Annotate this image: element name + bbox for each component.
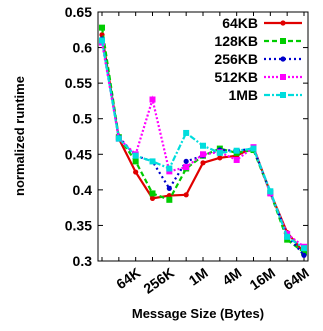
data-point (99, 37, 105, 44)
y-tick-label: 0.55 (65, 75, 92, 91)
data-point (200, 142, 206, 149)
y-axis-title: normalized runtime (12, 76, 27, 196)
legend-label: 128KB (214, 33, 258, 49)
data-point (183, 158, 189, 164)
data-point (149, 190, 156, 197)
data-point (280, 74, 286, 80)
data-point (200, 151, 206, 158)
data-point (284, 233, 291, 240)
x-tick-label: 64K (113, 264, 143, 292)
data-point (166, 185, 172, 192)
legend-item: 512KB (214, 69, 302, 85)
data-point (149, 158, 156, 165)
plot-frame (97, 11, 309, 262)
data-point (233, 147, 240, 154)
y-tick-label: 0.65 (65, 4, 92, 20)
data-point (280, 56, 286, 62)
legend-item: 256KB (214, 51, 302, 67)
data-point (267, 188, 274, 195)
data-point (99, 24, 105, 31)
data-point (166, 165, 173, 172)
data-point (166, 196, 173, 203)
data-point (301, 252, 307, 258)
x-tick-label: 4M (219, 264, 244, 288)
y-tick-label: 0.45 (65, 146, 92, 162)
x-tick-label: 256K (140, 264, 177, 296)
y-tick-label: 0.5 (73, 111, 93, 127)
data-point (132, 158, 139, 165)
data-point (280, 92, 286, 98)
data-point (149, 195, 156, 201)
y-tick-label: 0.6 (73, 40, 93, 56)
data-point (301, 249, 307, 256)
data-point (217, 155, 223, 161)
data-point (280, 20, 286, 26)
data-point (115, 135, 122, 142)
x-axis-title: Message Size (Bytes) (132, 306, 264, 321)
data-point (280, 38, 286, 44)
data-point (233, 156, 240, 163)
data-point (183, 129, 190, 136)
legend-label: 512KB (214, 69, 258, 85)
y-tick-label: 0.4 (73, 182, 93, 198)
legend-item: 128KB (214, 33, 302, 49)
data-point (183, 164, 190, 171)
legend-label: 64KB (222, 15, 258, 31)
series-line (100, 27, 305, 254)
data-point (149, 96, 156, 103)
data-point (200, 160, 206, 166)
legend-label: 256KB (214, 51, 258, 67)
x-tick-label: 64M (280, 264, 311, 293)
series-1mb (99, 37, 307, 252)
data-point (132, 152, 139, 159)
x-tick-label: 16M (247, 264, 278, 293)
legend-item: 64KB (222, 15, 302, 31)
data-point (183, 192, 189, 198)
x-tick-label: 1M (186, 264, 211, 288)
legend: 64KB 128KB 256KB 512KB 1MB (214, 15, 302, 103)
legend-label: 1MB (228, 87, 258, 103)
legend-item: 1MB (228, 87, 302, 103)
y-tick-label: 0.3 (73, 253, 93, 269)
data-point (216, 149, 223, 156)
data-point (301, 245, 307, 252)
y-tick-label: 0.35 (65, 217, 92, 233)
series-layer (99, 24, 307, 258)
data-point (250, 145, 257, 152)
data-point (133, 169, 139, 175)
